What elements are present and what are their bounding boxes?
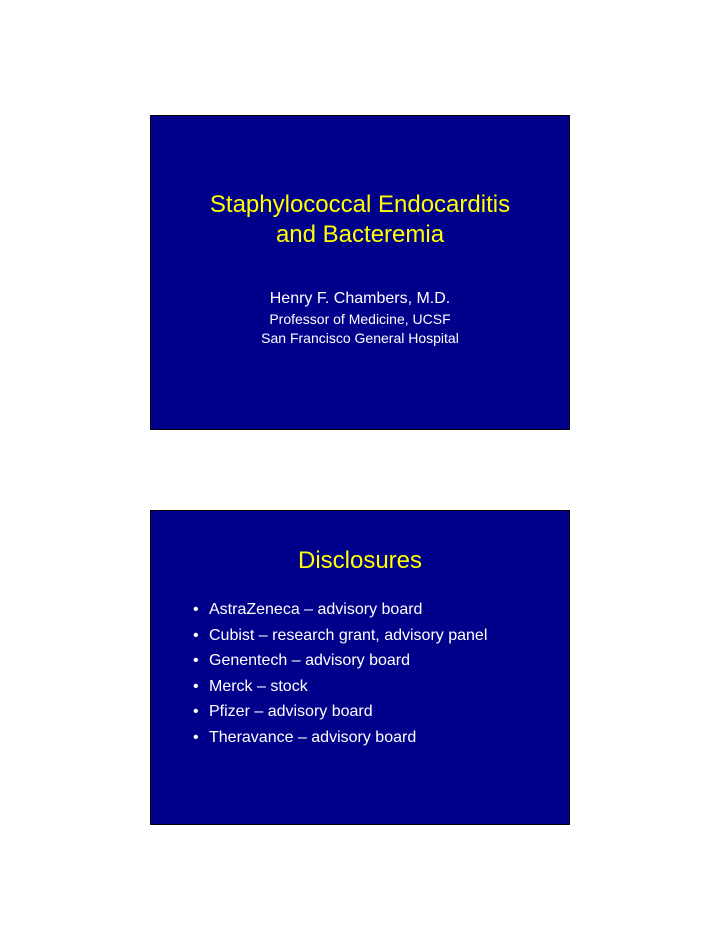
list-item: Genentech – advisory board xyxy=(193,648,569,674)
title-line-1: Staphylococcal Endocarditis xyxy=(151,190,569,220)
list-item: Merck – stock xyxy=(193,674,569,700)
title-line-2: and Bacteremia xyxy=(151,220,569,250)
disclosures-title: Disclosures xyxy=(151,547,569,575)
author-name: Henry F. Chambers, M.D. xyxy=(151,290,569,308)
presentation-title: Staphylococcal Endocarditis and Bacterem… xyxy=(151,190,569,250)
author-affiliation-2: San Francisco General Hospital xyxy=(151,329,569,348)
list-item: AstraZeneca – advisory board xyxy=(193,597,569,623)
list-item: Cubist – research grant, advisory panel xyxy=(193,623,569,649)
disclosures-list: AstraZeneca – advisory board Cubist – re… xyxy=(151,597,569,751)
author-affiliation-1: Professor of Medicine, UCSF xyxy=(151,310,569,329)
author-block: Henry F. Chambers, M.D. Professor of Med… xyxy=(151,290,569,348)
slide-title: Staphylococcal Endocarditis and Bacterem… xyxy=(150,115,570,430)
list-item: Pfizer – advisory board xyxy=(193,699,569,725)
slide-disclosures: Disclosures AstraZeneca – advisory board… xyxy=(150,510,570,825)
list-item: Theravance – advisory board xyxy=(193,725,569,751)
